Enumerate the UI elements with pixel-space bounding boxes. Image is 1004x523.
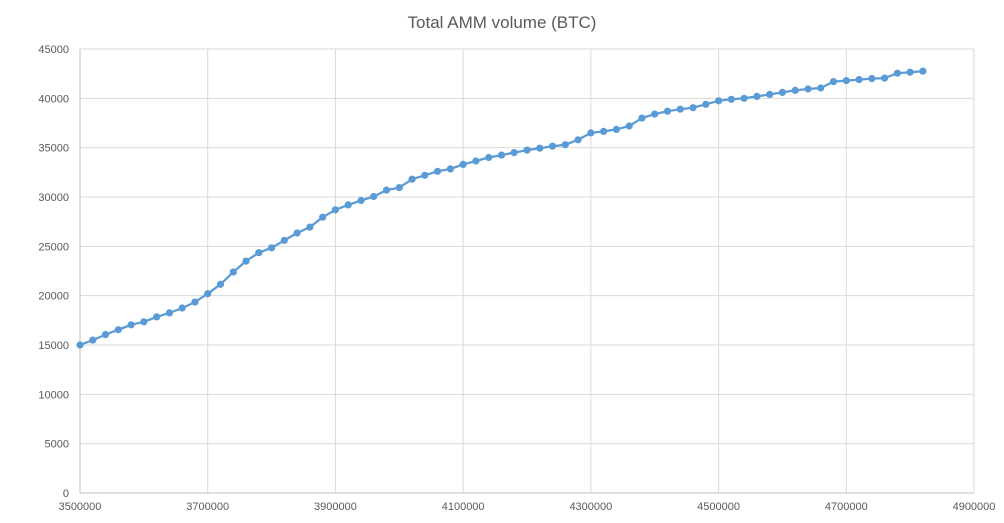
y-tick-label: 45000 — [38, 44, 69, 56]
x-tick-label: 4300000 — [569, 501, 612, 513]
data-point[interactable] — [663, 107, 672, 115]
data-point[interactable] — [459, 160, 467, 168]
x-tick-label: 3700000 — [186, 501, 229, 513]
data-point[interactable] — [536, 144, 544, 152]
grid-lines — [80, 48, 975, 493]
x-tick-label: 3900000 — [314, 501, 357, 513]
y-tick-label: 40000 — [38, 93, 69, 105]
y-tick-label: 25000 — [38, 241, 69, 253]
data-point[interactable] — [817, 84, 825, 92]
data-point[interactable] — [165, 309, 173, 317]
data-point[interactable] — [395, 184, 403, 192]
data-point[interactable] — [561, 141, 569, 149]
x-tick-label: 3500000 — [59, 501, 102, 513]
data-point[interactable] — [740, 94, 748, 102]
data-point[interactable] — [357, 196, 365, 205]
x-tick-label: 4500000 — [697, 501, 740, 513]
data-point[interactable] — [868, 75, 876, 83]
data-point[interactable] — [178, 304, 186, 312]
y-tick-label: 5000 — [45, 439, 69, 451]
data-point[interactable] — [651, 110, 659, 118]
data-point[interactable] — [829, 78, 838, 86]
axes — [79, 49, 974, 494]
data-point[interactable] — [510, 149, 518, 157]
data-point[interactable] — [574, 136, 582, 144]
tick-labels: 0 5000 10000 15000 20000 25000 30000 35000 40000… — [38, 44, 995, 513]
data-point[interactable] — [370, 192, 378, 201]
data-point[interactable] — [127, 321, 135, 329]
data-point[interactable] — [153, 313, 161, 321]
data-point[interactable] — [255, 249, 263, 257]
data-point[interactable] — [446, 165, 454, 173]
data-point[interactable] — [855, 76, 863, 84]
chart-title: Total AMM volume (BTC) — [408, 13, 597, 32]
data-point[interactable] — [216, 280, 225, 288]
data-point[interactable] — [715, 97, 723, 105]
data-point[interactable] — [229, 268, 237, 276]
data-point[interactable] — [702, 100, 710, 108]
data-point[interactable] — [919, 67, 927, 75]
series-group — [76, 67, 927, 349]
data-point[interactable] — [804, 85, 812, 93]
data-point[interactable] — [242, 257, 250, 265]
data-point[interactable] — [472, 157, 480, 165]
data-point[interactable] — [893, 69, 902, 77]
data-point[interactable] — [280, 236, 288, 244]
data-point[interactable] — [842, 77, 850, 85]
data-point[interactable] — [434, 167, 442, 175]
data-point[interactable] — [421, 171, 429, 179]
data-point[interactable] — [319, 213, 327, 221]
data-point[interactable] — [293, 229, 301, 237]
data-point[interactable] — [485, 153, 493, 162]
data-point[interactable] — [408, 175, 416, 183]
data-point[interactable] — [791, 86, 799, 94]
data-point[interactable] — [344, 201, 352, 209]
data-point[interactable] — [676, 105, 684, 113]
y-tick-label: 10000 — [38, 389, 69, 401]
data-point[interactable] — [638, 114, 646, 122]
data-point[interactable] — [600, 127, 608, 135]
data-point[interactable] — [191, 298, 199, 306]
data-point[interactable] — [114, 326, 122, 334]
series-layer — [76, 67, 927, 349]
x-tick-label: 4900000 — [953, 501, 996, 513]
data-point[interactable] — [523, 146, 531, 154]
y-tick-label: 35000 — [38, 143, 69, 155]
data-point[interactable] — [548, 142, 557, 150]
data-point[interactable] — [382, 186, 391, 194]
y-tick-label: 30000 — [38, 192, 69, 204]
data-point[interactable] — [906, 68, 914, 76]
data-point[interactable] — [140, 318, 148, 326]
data-point[interactable] — [778, 88, 787, 96]
data-point[interactable] — [727, 95, 735, 103]
y-tick-label: 0 — [63, 488, 69, 500]
data-point[interactable] — [497, 151, 506, 159]
data-point[interactable] — [76, 341, 84, 349]
y-tick-label: 15000 — [38, 340, 69, 352]
series-line — [78, 70, 925, 347]
data-point[interactable] — [587, 129, 595, 137]
data-point[interactable] — [625, 122, 633, 130]
data-point[interactable] — [268, 244, 276, 252]
data-point[interactable] — [89, 336, 97, 344]
data-point[interactable] — [306, 223, 314, 231]
data-point[interactable] — [766, 90, 774, 98]
data-point[interactable] — [204, 290, 212, 298]
data-point[interactable] — [881, 74, 889, 82]
data-point[interactable] — [331, 206, 339, 214]
data-point[interactable] — [101, 331, 110, 339]
data-point[interactable] — [753, 92, 761, 100]
y-tick-label: 20000 — [38, 291, 69, 303]
x-tick-label: 4100000 — [442, 501, 485, 513]
data-point[interactable] — [612, 125, 621, 133]
data-point[interactable] — [689, 104, 697, 112]
x-tick-label: 4700000 — [825, 501, 868, 513]
